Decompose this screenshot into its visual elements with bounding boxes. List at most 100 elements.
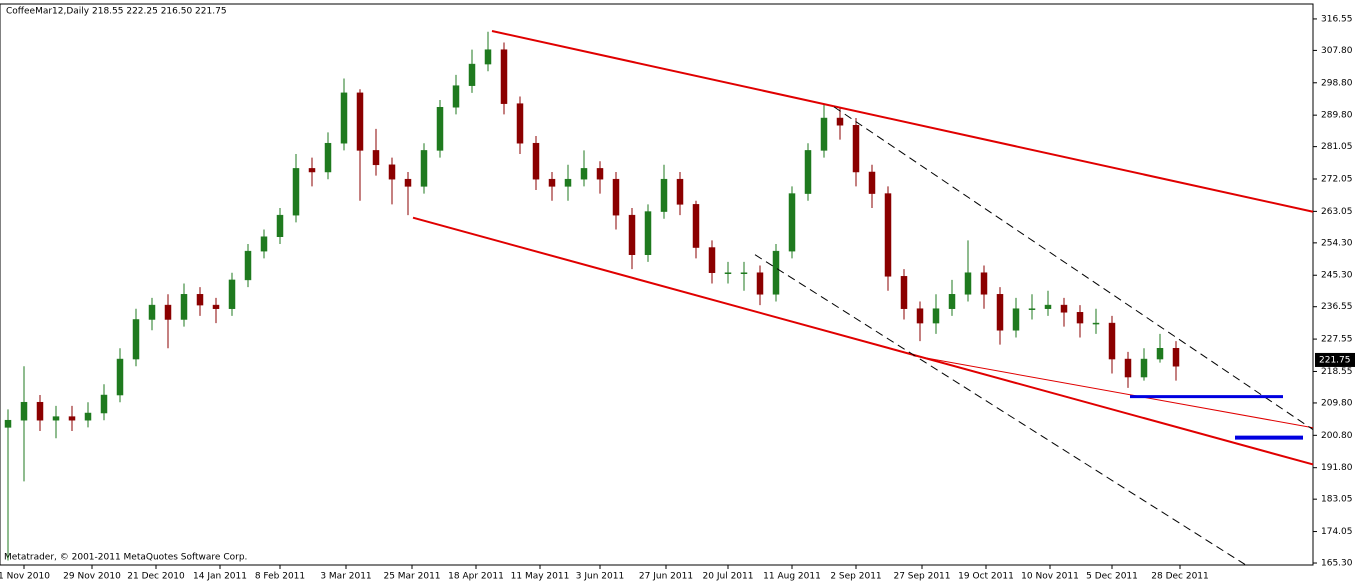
chart-title: CoffeeMar12,Daily 218.55 222.25 216.50 2… — [6, 7, 227, 17]
y-tick-label: 200.80 — [1321, 431, 1353, 441]
candle-body — [612, 178, 620, 216]
candle-body — [308, 168, 316, 173]
candle-body — [884, 193, 892, 277]
candle-body — [580, 168, 588, 180]
y-tick-label: 263.05 — [1321, 207, 1353, 217]
candle-body — [1012, 308, 1020, 331]
y-tick-label: 298.80 — [1321, 78, 1353, 88]
x-tick-label: 3 Mar 2011 — [320, 572, 371, 582]
x-tick-label: 25 Mar 2011 — [383, 572, 440, 582]
y-tick-label: 227.55 — [1321, 335, 1353, 345]
y-tick-label: 183.05 — [1321, 495, 1353, 505]
x-tick-label: 11 May 2011 — [511, 572, 570, 582]
y-tick-label: 316.55 — [1321, 14, 1353, 24]
candle-body — [1076, 312, 1084, 324]
candle-body — [1108, 322, 1116, 360]
candle-body — [532, 142, 540, 180]
trend-line — [491, 30, 1314, 213]
candle-body — [164, 304, 172, 320]
candle-body — [644, 211, 652, 255]
candle-body — [868, 171, 876, 194]
candle-body — [228, 279, 236, 309]
candle-body — [964, 272, 972, 295]
y-tick-label: 236.55 — [1321, 302, 1353, 312]
candle-body — [724, 272, 732, 274]
y-tick-label: 254.30 — [1321, 238, 1353, 248]
x-tick-label: 21 Dec 2010 — [127, 572, 185, 582]
candle-body — [356, 92, 364, 151]
y-tick-label: 245.30 — [1321, 271, 1353, 281]
candle-body — [820, 117, 828, 151]
x-tick-label: 28 Dec 2011 — [1151, 572, 1209, 582]
candle-body — [692, 204, 700, 248]
candle-body — [292, 168, 300, 216]
candle-body — [1092, 322, 1100, 325]
candle-body — [340, 92, 348, 144]
candle-body — [180, 294, 188, 320]
candle-body — [948, 294, 956, 309]
y-tick-label: 174.05 — [1321, 527, 1353, 537]
candle-body — [596, 168, 604, 180]
candle-body — [628, 214, 636, 255]
x-tick-label: 8 Feb 2011 — [255, 572, 305, 582]
y-tick-label: 165.30 — [1321, 559, 1353, 569]
candle-body — [100, 394, 108, 414]
candle-body — [660, 178, 668, 212]
candle-body — [996, 294, 1004, 331]
candle-body — [788, 193, 796, 252]
candle-body — [980, 272, 988, 295]
candle-body — [772, 250, 780, 295]
candle-body — [4, 419, 12, 428]
x-tick-label: 19 Oct 2011 — [958, 572, 1014, 582]
candle-body — [548, 178, 556, 187]
y-tick-label: 218.55 — [1321, 367, 1353, 377]
candle-body — [1060, 304, 1068, 313]
candle-body — [852, 124, 860, 173]
x-tick-label: 11 Aug 2011 — [763, 572, 821, 582]
trend-line — [833, 106, 1314, 430]
candle-body — [372, 150, 380, 166]
candle-body — [452, 85, 460, 108]
trend-line — [912, 355, 1314, 429]
candle-body — [404, 178, 412, 187]
last-price-box — [1315, 352, 1355, 367]
candle-body — [1156, 348, 1164, 360]
candle-body — [708, 247, 716, 273]
x-tick-label: 1 Nov 2010 — [0, 572, 50, 582]
candle-body — [516, 103, 524, 144]
x-tick-label: 29 Nov 2010 — [63, 572, 121, 582]
x-tick-label: 5 Dec 2011 — [1086, 572, 1138, 582]
candle-body — [196, 294, 204, 306]
candle-body — [1172, 348, 1180, 367]
y-tick-label: 289.80 — [1321, 111, 1353, 121]
candle-body — [1028, 308, 1036, 310]
y-tick-label: 191.80 — [1321, 463, 1353, 473]
candle-body — [1140, 358, 1148, 378]
candle-body — [420, 150, 428, 187]
candle-body — [20, 401, 28, 421]
candle-body — [148, 304, 156, 320]
candle-body — [1124, 358, 1132, 378]
candle-body — [804, 150, 812, 194]
x-tick-label: 18 Apr 2011 — [448, 572, 504, 582]
candle-body — [676, 178, 684, 205]
candle-body — [52, 416, 60, 421]
x-tick-label: 27 Sep 2011 — [893, 572, 950, 582]
candle-body — [132, 319, 140, 360]
candle-body — [1044, 304, 1052, 309]
x-tick-label: 10 Nov 2011 — [1021, 572, 1079, 582]
candle-body — [484, 49, 492, 65]
candle-body — [388, 164, 396, 180]
candle-body — [36, 401, 44, 421]
candle-body — [564, 178, 572, 187]
y-tick-label: 209.80 — [1321, 398, 1353, 408]
trend-line — [754, 254, 1246, 565]
candle-body — [68, 416, 76, 421]
candle-body — [116, 358, 124, 396]
candle-body — [916, 308, 924, 324]
candle-body — [244, 250, 252, 281]
candle-body — [756, 272, 764, 295]
candle-body — [276, 214, 284, 237]
y-tick-label: 281.05 — [1321, 142, 1353, 152]
